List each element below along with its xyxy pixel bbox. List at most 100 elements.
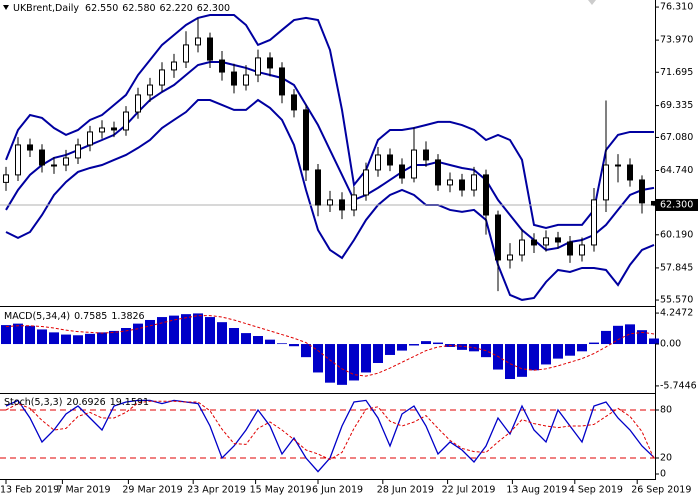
candle-body [495, 214, 501, 261]
candle-body [99, 127, 105, 133]
indicator-value: 0.7585 [74, 311, 107, 322]
ohlc-label: 62.220 [160, 3, 193, 14]
macd-bar [505, 344, 515, 380]
macd-bar [193, 313, 203, 345]
macd-bar [85, 333, 95, 345]
macd-bar [457, 344, 467, 350]
candle-body [87, 131, 93, 146]
candle-body [627, 164, 633, 181]
candle-body [411, 149, 417, 179]
candle-body [459, 179, 465, 191]
y-tick-label: 73.970 [660, 35, 693, 46]
macd-bar [517, 344, 527, 377]
macd-bar [361, 344, 371, 373]
bollinger-upper [5, 13, 654, 230]
candle-body [447, 179, 453, 186]
candle-body [207, 37, 213, 61]
macd-bar [133, 323, 143, 345]
candle-body [327, 199, 333, 206]
y-tick-label: -5.7446 [660, 380, 697, 391]
macd-bar [49, 332, 59, 345]
x-tick-label: 4 Sep 2019 [569, 485, 623, 496]
macd-bar [61, 334, 71, 345]
macd-bar [625, 324, 635, 345]
macd-bar [529, 344, 539, 371]
y-tick-label: 55.570 [660, 295, 693, 306]
y-tick-label: 71.695 [660, 67, 693, 78]
candle-body [63, 157, 69, 166]
candle-body [579, 244, 585, 256]
macd-bar [157, 317, 167, 345]
macd-bar [217, 322, 227, 345]
macd-bar [349, 344, 359, 381]
y-tick-label: 76.310 [660, 2, 693, 13]
macd-bar [577, 344, 587, 352]
macd-bar [373, 344, 383, 363]
candle-body [603, 164, 609, 201]
candle-body [39, 149, 45, 166]
last-price-label: 62.300 [660, 199, 693, 210]
x-tick-label: 13 Aug 2019 [506, 485, 567, 496]
y-tick-label: 0 [660, 469, 666, 480]
macd-bar [25, 325, 35, 345]
candle-body [75, 144, 81, 159]
candle-body [159, 69, 165, 86]
macd-bar [301, 344, 311, 358]
candle-body [51, 164, 57, 167]
macd-bar [385, 344, 395, 355]
candle-body [555, 237, 561, 243]
x-tick-label: 26 Sep 2019 [631, 485, 691, 496]
y-tick-label: 67.080 [660, 132, 693, 143]
macd-bar [325, 344, 335, 383]
candle-body [339, 199, 345, 211]
x-tick-label: 28 Jun 2019 [377, 485, 434, 496]
macd-bar [145, 319, 155, 345]
x-tick-label: 7 Mar 2019 [56, 485, 110, 496]
macd-bar [265, 339, 275, 345]
candle-body [651, 200, 657, 206]
candle-body [147, 84, 153, 96]
macd-bar [73, 335, 83, 345]
candle-body [255, 57, 261, 76]
ohlc-label: 62.550 [85, 3, 118, 14]
candle-body [267, 57, 273, 69]
candle-body [471, 174, 477, 191]
y-tick-label: 60.190 [660, 229, 693, 240]
candle-body [135, 94, 141, 113]
candle-body [531, 239, 537, 246]
indicator-value: 19.1591 [110, 397, 149, 408]
macd-bar [277, 343, 287, 345]
candle-body [15, 144, 21, 176]
candle-body [171, 61, 177, 71]
macd-bar [553, 344, 563, 359]
chart-title: UKBrent,Daily [13, 3, 79, 14]
candle-body [351, 194, 357, 211]
candle-body [315, 169, 321, 206]
candle-body [387, 154, 393, 166]
x-tick-label: 22 Jul 2019 [442, 485, 496, 496]
candle-body [3, 174, 9, 183]
x-tick-label: 29 Mar 2019 [122, 485, 182, 496]
menu-icon [3, 5, 9, 10]
macd-bar [109, 330, 119, 345]
stoch-header: Stoch(5,3,3) 20.6926 19.1591 [4, 397, 149, 408]
candle-body [123, 111, 129, 131]
header: UKBrent,Daily 62.550 62.580 62.220 62.300 [13, 3, 230, 14]
scroll-icon [588, 0, 596, 5]
macd-bar [637, 330, 647, 345]
x-tick-label: 13 Feb 2019 [0, 485, 59, 496]
candle-body [219, 59, 225, 73]
indicator-title: MACD(5,34,4) [4, 311, 70, 322]
ohlc-label: 62.300 [197, 3, 230, 14]
macd-bar [121, 327, 131, 345]
macd-bar [169, 315, 179, 345]
macd-bar [289, 344, 299, 347]
candle-body [435, 159, 441, 186]
macd-bar [97, 332, 107, 345]
macd-bar [397, 344, 407, 351]
y-tick-label: 4.2472 [660, 308, 693, 319]
macd-bar [589, 342, 599, 345]
candle-body [567, 241, 573, 256]
macd-bar [253, 336, 263, 345]
